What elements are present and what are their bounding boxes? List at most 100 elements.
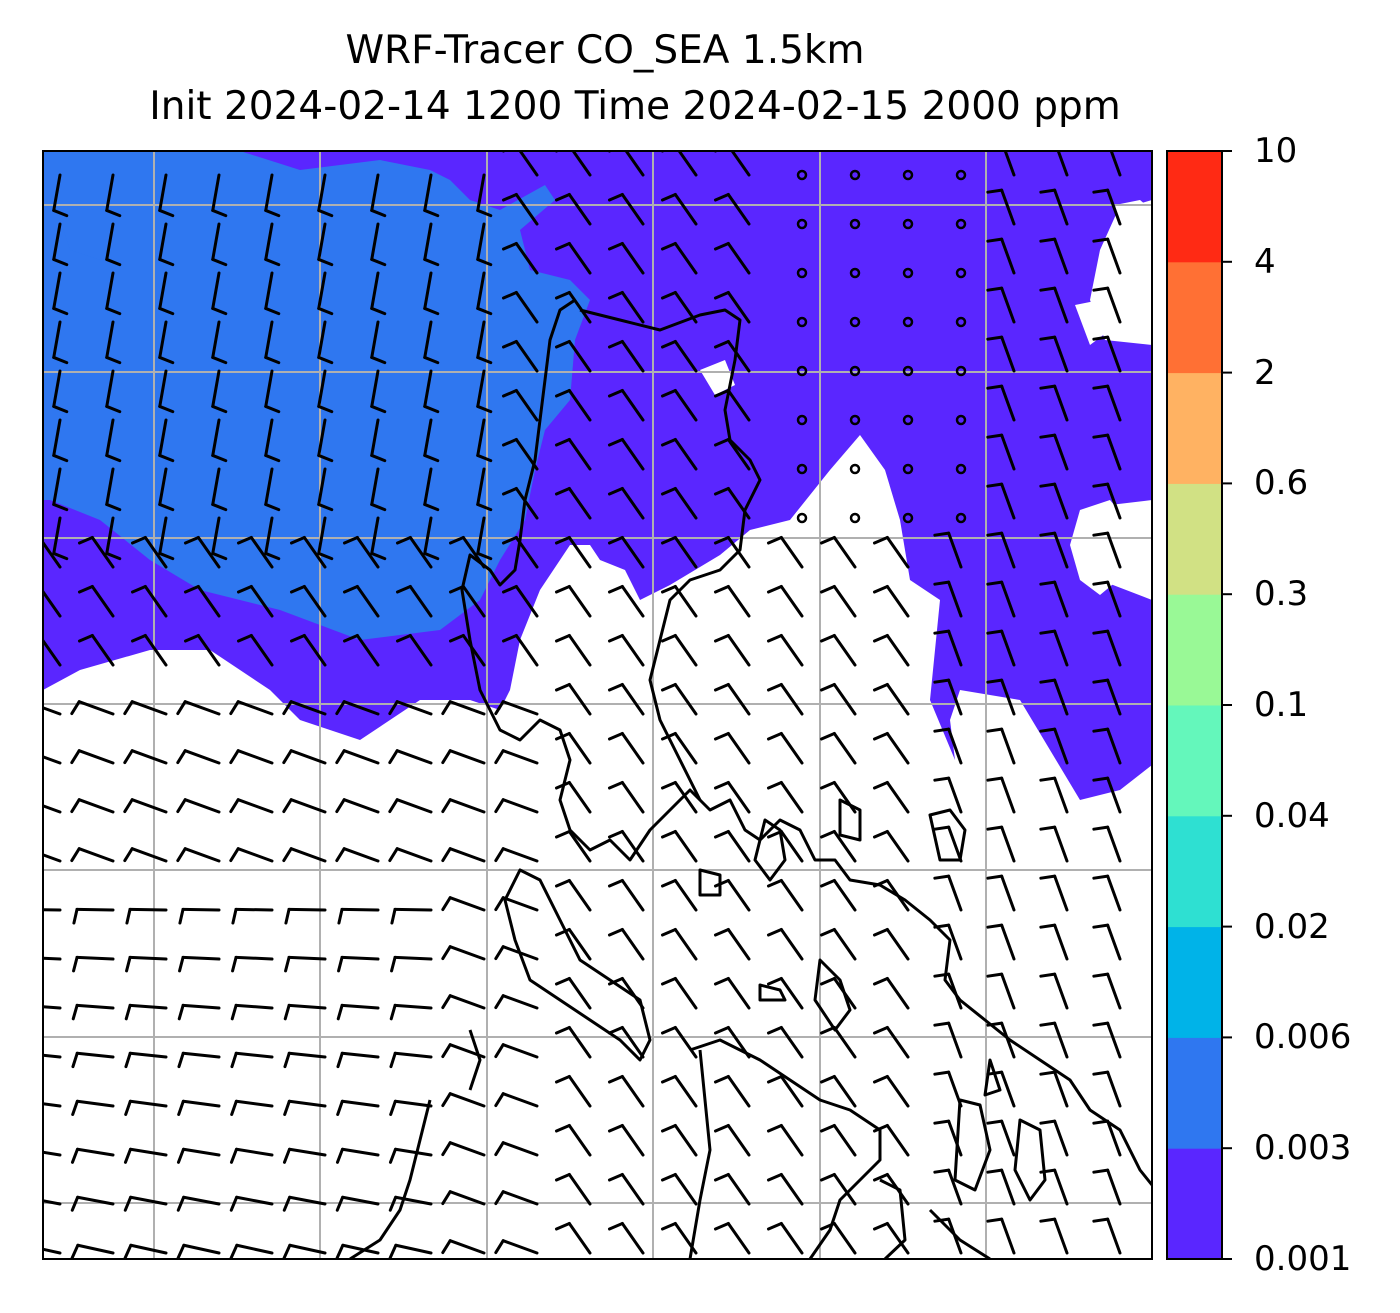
wind-barb-stroke [673,634,698,667]
wind-barb-stroke [1039,776,1057,782]
wind-barb-stroke [341,1195,380,1206]
wind-barb-stroke [342,798,380,814]
wind-barb-stroke [567,1026,592,1059]
wind-barb-stroke [289,536,306,545]
wind-barb-stroke [302,585,327,618]
wind-barb-stroke [819,536,836,545]
wind-barb-stroke [713,634,730,643]
wind-barb-stroke [176,1243,186,1259]
wind-barb-stroke [779,1026,804,1059]
wind-barb-stroke [342,700,380,716]
wind-barb-calm [902,218,914,230]
wind-barb-stroke [289,634,306,643]
wind-barb-stroke [567,634,592,667]
wind-barb-stroke [673,1173,698,1206]
wind-barb-stroke [766,732,783,741]
wind-barb-stroke [713,1026,730,1035]
wind-barb-stroke [567,732,592,765]
wind-barb-stroke [395,847,433,863]
wind-barb-stroke [370,271,380,310]
wind-barb-stroke [1039,825,1057,831]
wind-barb-stroke [1053,531,1069,569]
wind-barb-stroke [264,306,281,316]
wind-barb-stroke [514,242,539,275]
wind-barb-stroke [230,1051,238,1069]
wind-barb-stroke [282,1195,292,1212]
wind-barb-stroke [123,798,134,814]
wind-barb-stroke [282,749,293,765]
wind-barb-stroke [393,1003,433,1010]
wind-barb-stroke [123,1147,132,1164]
wind-barb-stroke [70,700,81,716]
wind-barb-stroke [819,732,836,741]
wind-barb-stroke [726,193,751,226]
wind-barb-stroke [234,1051,274,1059]
colorbar-segment [1167,261,1222,374]
wind-barb-stroke [766,977,783,986]
wind-barb-stroke [129,1243,168,1255]
wind-barb-stroke [713,879,730,888]
wind-barb-stroke [501,896,539,912]
wind-barb-stroke [766,1173,783,1182]
wind-barb-stroke [211,418,221,457]
wind-barb-stroke [947,531,963,569]
wind-barb-stroke [476,306,493,316]
colorbar-tick-label: 10 [1254,131,1298,171]
wind-barb-stroke [20,1101,25,1114]
wind-barb-stroke [236,749,274,765]
wind-barb-calm [796,365,808,377]
wind-barb-stroke [819,977,836,986]
wind-barb-stroke [176,1195,186,1212]
wind-barb-stroke [933,580,951,586]
wind-barb-stroke [476,355,493,365]
wind-barb-stroke [1000,433,1016,471]
wind-barb-stroke [726,830,751,863]
wind-barb-calm [955,218,967,230]
wind-barb-stroke [567,1124,592,1157]
wind-barb-stroke [620,389,645,422]
wind-barb-stroke [282,847,293,863]
wind-barb-stroke [554,732,571,741]
wind-barb-stroke [408,585,433,618]
wind-barb-stroke [872,732,889,741]
wind-barb-stroke [872,1173,889,1182]
wind-barb-stroke [819,1124,836,1133]
wind-barb-stroke [779,732,804,765]
wind-barb-stroke [1053,727,1069,765]
wind-barb-stroke [388,1195,398,1212]
wind-barb-stroke [1039,1070,1057,1076]
wind-barb-stroke [1039,384,1057,390]
wind-barb-stroke [620,1026,645,1059]
wind-barb-stroke [264,502,281,512]
wind-barb-stroke [660,928,677,937]
wind-barb-stroke [476,516,486,555]
wind-barb-stroke [441,1043,452,1059]
wind-barb-stroke [1039,237,1057,243]
wind-barb-stroke [677,151,698,177]
wind-barb-stroke [317,355,334,365]
wind-barb-stroke [494,749,505,765]
wind-barb-stroke [441,1239,452,1255]
wind-barb-stroke [105,306,122,316]
wind-barb-stroke [77,634,94,643]
wind-barb-stroke [181,955,221,961]
wind-barb-stroke [567,781,592,814]
wind-barb-stroke [819,683,836,692]
clear-area-northeast [1115,200,1152,250]
wind-barb-stroke [461,634,486,667]
wind-barb-stroke [441,1141,452,1157]
wind-barb-stroke [1039,1168,1057,1174]
chart-title-line-2: Init 2024-02-14 1200 Time 2024-02-15 200… [149,84,1121,129]
wind-barb-stroke [947,776,963,814]
wind-barb-stroke [567,340,592,373]
colorbar-tick-label: 0.6 [1254,463,1309,504]
wind-barb-stroke [660,634,677,643]
wind-barb-stroke [501,700,539,716]
wind-barb-stroke [128,1051,168,1059]
wind-barb-stroke [947,1217,963,1255]
wind-barb-stroke [182,1195,221,1206]
wind-barb-stroke [1039,629,1057,635]
wind-barb-stroke [567,242,592,275]
wind-barb-stroke [181,1147,221,1157]
wind-barb-stroke [947,629,963,667]
